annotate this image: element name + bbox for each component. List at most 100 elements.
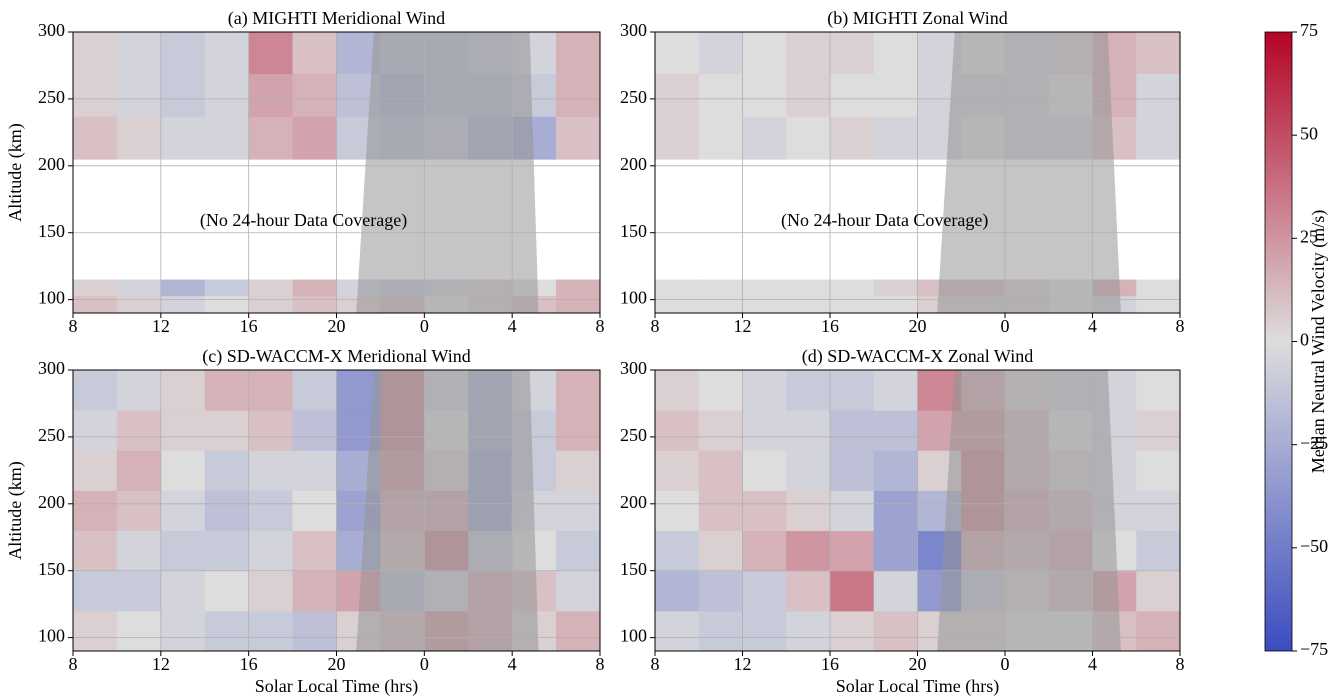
heat-cell bbox=[873, 370, 918, 411]
heat-cell bbox=[292, 410, 337, 451]
x-axis-label: Solar Local Time (hrs) bbox=[836, 676, 1000, 697]
heat-cell bbox=[742, 610, 787, 652]
heat-cell bbox=[655, 610, 700, 652]
y-tick-label: 300 bbox=[38, 20, 65, 40]
heat-cell bbox=[742, 73, 787, 117]
heat-cell bbox=[248, 116, 294, 160]
heat-cell bbox=[73, 490, 118, 532]
heat-cell bbox=[698, 370, 743, 411]
heat-cell bbox=[248, 73, 294, 117]
heat-cell bbox=[830, 530, 875, 572]
heat-cell bbox=[160, 610, 206, 652]
heat-cell bbox=[1136, 450, 1181, 491]
heat-cell bbox=[655, 570, 700, 612]
heat-cell bbox=[1136, 570, 1181, 612]
heat-cell bbox=[830, 295, 875, 314]
heat-cell bbox=[742, 410, 787, 451]
heat-cell bbox=[830, 490, 875, 532]
night-shade bbox=[356, 370, 539, 651]
y-axis-label: Altitude (km) bbox=[5, 461, 26, 559]
x-tick-label: 4 bbox=[508, 316, 517, 336]
night-shade bbox=[937, 32, 1121, 313]
y-tick-label: 150 bbox=[38, 559, 65, 579]
heat-cell bbox=[116, 116, 162, 160]
heat-cell bbox=[204, 295, 250, 314]
y-tick-label: 100 bbox=[620, 288, 647, 308]
heat-cell bbox=[292, 279, 337, 297]
heat-cell bbox=[1136, 116, 1181, 160]
heat-cell bbox=[655, 279, 700, 297]
y-tick-label: 100 bbox=[620, 626, 647, 646]
heat-cell bbox=[204, 570, 250, 612]
x-tick-label: 0 bbox=[420, 654, 429, 674]
y-tick-label: 300 bbox=[620, 20, 647, 40]
heat-cell bbox=[873, 32, 918, 74]
panel-title: (d) SD-WACCM-X Zonal Wind bbox=[802, 346, 1033, 367]
heat-cell bbox=[556, 279, 601, 297]
panel-title: (b) MIGHTI Zonal Wind bbox=[827, 8, 1007, 29]
heat-cell bbox=[248, 410, 294, 451]
heat-cell bbox=[73, 370, 118, 411]
heat-cell bbox=[786, 295, 831, 314]
heat-cell bbox=[698, 570, 743, 612]
x-tick-label: 20 bbox=[328, 654, 346, 674]
x-tick-label: 12 bbox=[734, 316, 752, 336]
heat-cell bbox=[204, 450, 250, 491]
y-axis-label: Altitude (km) bbox=[5, 123, 26, 221]
heat-cell bbox=[742, 490, 787, 532]
heat-cell bbox=[116, 490, 162, 532]
heat-cell bbox=[655, 530, 700, 572]
heat-cell bbox=[160, 410, 206, 451]
heat-cell bbox=[873, 116, 918, 160]
x-tick-label: 16 bbox=[240, 316, 258, 336]
heat-cell bbox=[786, 530, 831, 572]
heat-cell bbox=[73, 279, 118, 297]
x-tick-label: 8 bbox=[596, 654, 605, 674]
x-tick-label: 8 bbox=[69, 316, 78, 336]
heat-cell bbox=[830, 370, 875, 411]
y-tick-label: 250 bbox=[620, 425, 647, 445]
x-tick-label: 0 bbox=[1001, 316, 1010, 336]
heat-cell bbox=[698, 279, 743, 297]
heat-cell bbox=[786, 370, 831, 411]
heat-cell bbox=[698, 410, 743, 451]
heat-cell bbox=[698, 73, 743, 117]
heat-cell bbox=[556, 73, 601, 117]
plot-frame bbox=[72, 369, 601, 652]
heat-cell bbox=[116, 570, 162, 612]
x-tick-label: 4 bbox=[1088, 316, 1097, 336]
heat-cell bbox=[655, 450, 700, 491]
y-tick-label: 100 bbox=[38, 626, 65, 646]
heat-cell bbox=[1136, 370, 1181, 411]
heat-cell bbox=[786, 279, 831, 297]
heat-cell bbox=[292, 116, 337, 160]
y-tick-label: 100 bbox=[38, 288, 65, 308]
heat-cell bbox=[698, 116, 743, 160]
x-axis-label: Solar Local Time (hrs) bbox=[255, 676, 419, 697]
heat-cell bbox=[204, 279, 250, 297]
heat-cell bbox=[556, 530, 601, 572]
y-tick-label: 300 bbox=[38, 358, 65, 378]
x-tick-label: 8 bbox=[651, 316, 660, 336]
y-tick-label: 200 bbox=[38, 154, 65, 174]
heat-cell bbox=[1136, 490, 1181, 532]
heat-cell bbox=[873, 570, 918, 612]
heat-cell bbox=[204, 370, 250, 411]
x-tick-label: 0 bbox=[420, 316, 429, 336]
heat-cell bbox=[830, 570, 875, 612]
heat-cell bbox=[1136, 279, 1181, 297]
heat-cell bbox=[655, 73, 700, 117]
y-tick-label: 200 bbox=[620, 154, 647, 174]
colorbar-tick-label: 25 bbox=[1300, 226, 1318, 246]
heat-cell bbox=[873, 73, 918, 117]
heat-cell bbox=[116, 295, 162, 314]
heat-cell bbox=[786, 73, 831, 117]
heat-cell bbox=[116, 73, 162, 117]
panel-title: (a) MIGHTI Meridional Wind bbox=[228, 8, 445, 29]
x-tick-label: 0 bbox=[1001, 654, 1010, 674]
heat-cell bbox=[292, 530, 337, 572]
heat-cell bbox=[73, 295, 118, 314]
